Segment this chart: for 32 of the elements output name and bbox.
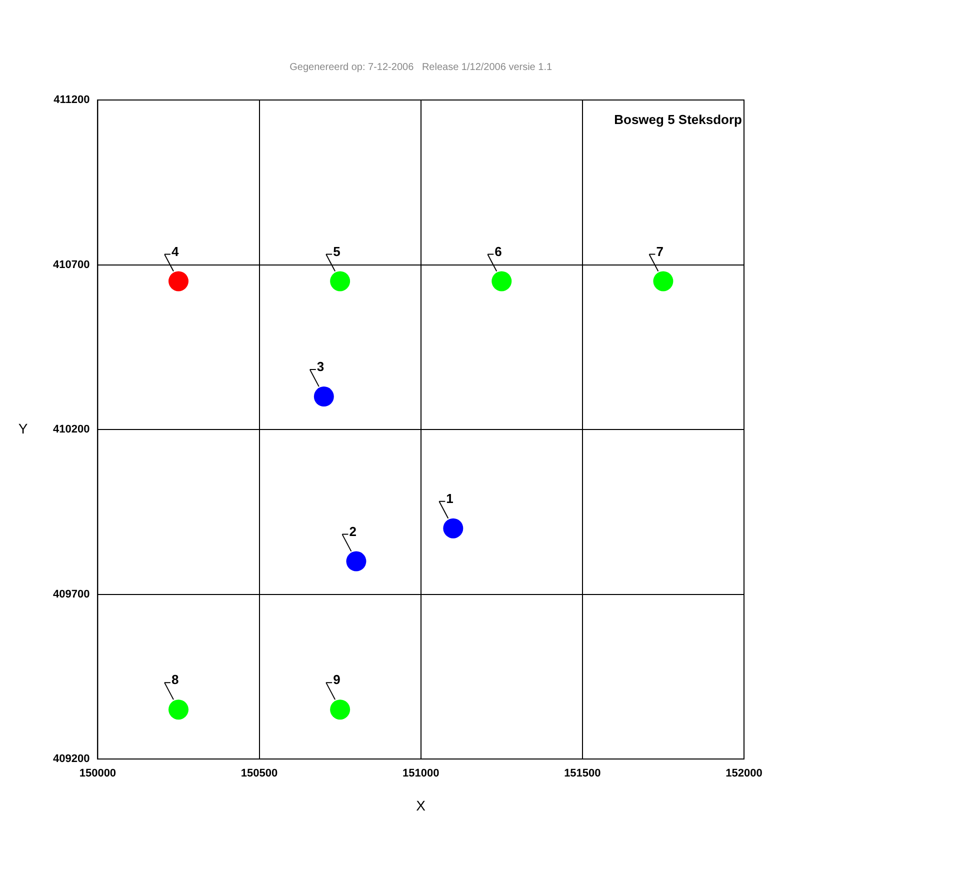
point [168, 271, 188, 292]
annotation: 8 [171, 672, 179, 688]
y-tick-label: 410200 [52, 424, 90, 436]
y-tick-label: 411200 [54, 94, 90, 106]
point [653, 271, 674, 292]
y-axis-title: Y [18, 420, 28, 436]
annotation: 7 [656, 244, 664, 259]
annotation: 4 [171, 244, 180, 259]
y-tick-label: 409700 [52, 588, 90, 600]
annotation: 1 [446, 490, 454, 506]
y-tick-label: 409200 [52, 753, 90, 766]
text: Gegenereerd op: 7-12-2006 Release 1/12/2006 versie 1.1 [290, 62, 552, 73]
point [492, 271, 512, 292]
x-axis-title: X [416, 797, 426, 814]
x-tick-label: 150000 [79, 768, 116, 780]
point [346, 551, 366, 572]
annotation: 9 [333, 672, 340, 688]
x-tick-label: 151500 [564, 768, 601, 780]
annotation: 5 [333, 244, 340, 259]
annotation: 6 [494, 244, 502, 259]
annotation: 3 [316, 359, 324, 374]
y-tick-label: 410700 [52, 258, 90, 271]
point [314, 386, 334, 407]
x-tick-label: 150500 [240, 768, 278, 780]
annotation: 2 [349, 524, 356, 539]
text: Bosweg 5 Steksdorp [614, 112, 742, 128]
x-tick-label: 151000 [402, 768, 440, 780]
point [330, 271, 350, 292]
point [330, 700, 350, 720]
point [168, 700, 188, 720]
point [443, 518, 464, 538]
x-tick-label: 152000 [726, 768, 762, 780]
